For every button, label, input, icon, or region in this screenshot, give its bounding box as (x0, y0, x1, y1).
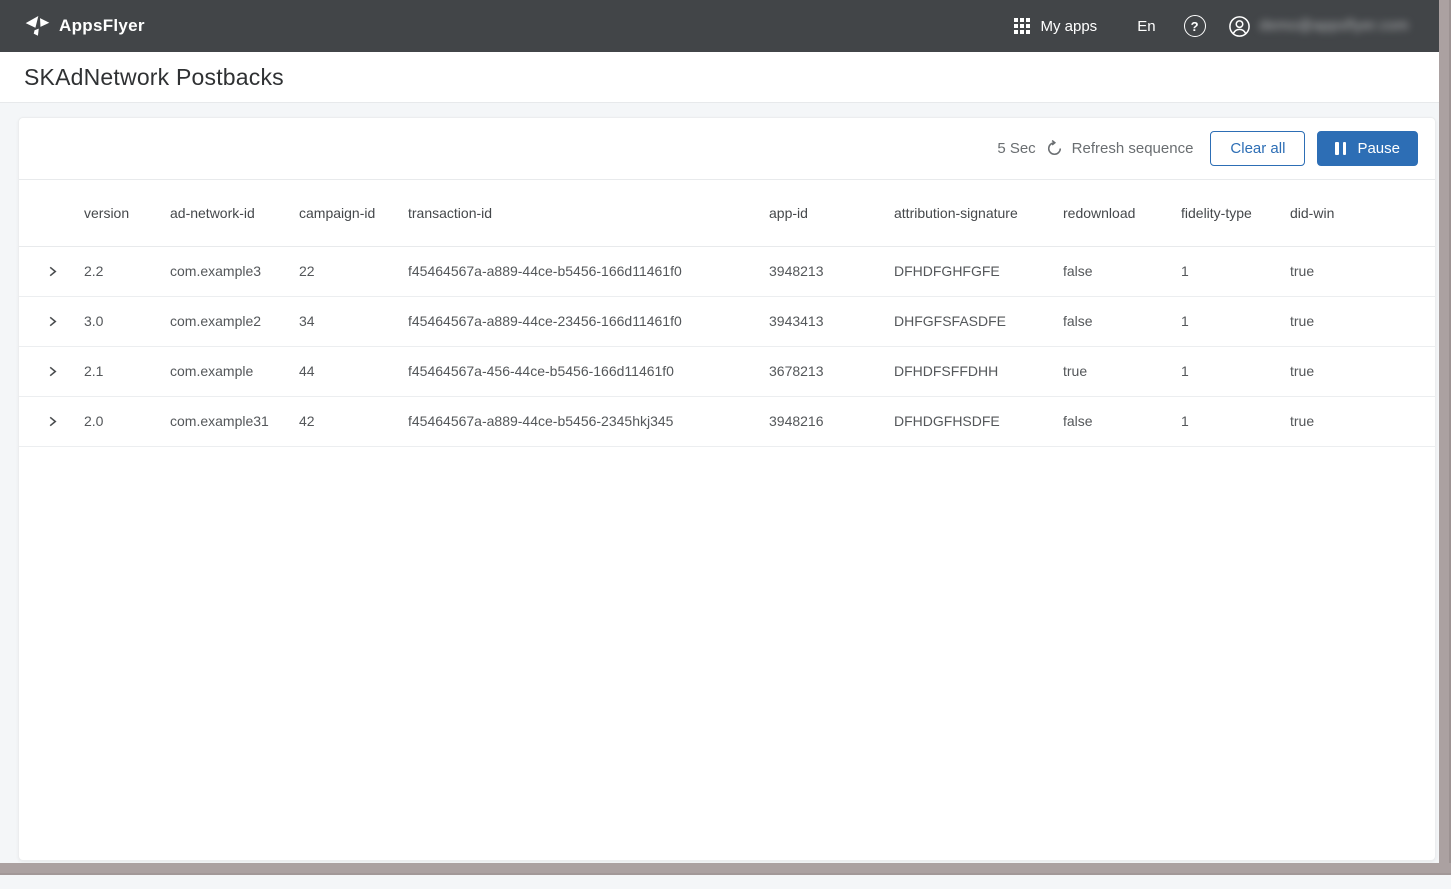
brand-name: AppsFlyer (59, 16, 145, 36)
cell-campaign-id: 22 (299, 246, 408, 296)
column-header-attribution-signature: attribution-signature (894, 180, 1063, 246)
expand-row-button[interactable] (39, 258, 65, 284)
refresh-interval-label: 5 Sec (997, 140, 1035, 157)
cell-did-win: true (1290, 396, 1435, 446)
main-content: 5 Sec Refresh sequence Clear all Pause (0, 117, 1451, 889)
cell-version: 2.2 (84, 246, 170, 296)
appsflyer-logo-icon (24, 13, 51, 40)
horizontal-scrollbar[interactable] (0, 863, 1451, 875)
apps-grid-icon (1014, 18, 1030, 34)
cell-app-id: 3943413 (769, 296, 894, 346)
cell-redownload: false (1063, 246, 1181, 296)
help-icon[interactable]: ? (1184, 15, 1206, 37)
pause-button-label: Pause (1357, 140, 1400, 157)
cell-fidelity-type: 1 (1181, 246, 1290, 296)
my-apps-menu[interactable]: My apps (1014, 18, 1097, 35)
cell-attribution-signature: DFHDFSFFDHH (894, 346, 1063, 396)
cell-attribution-signature: DHFGFSFASDFE (894, 296, 1063, 346)
cell-redownload: true (1063, 346, 1181, 396)
column-header-fidelity-type: fidelity-type (1181, 180, 1290, 246)
vertical-scrollbar[interactable] (1439, 0, 1451, 875)
cell-version: 2.0 (84, 396, 170, 446)
page-header: SKAdNetwork Postbacks (0, 52, 1451, 103)
chevron-right-icon (46, 315, 59, 328)
cell-campaign-id: 44 (299, 346, 408, 396)
cell-redownload: false (1063, 396, 1181, 446)
cell-ad-network-id: com.example3 (170, 246, 299, 296)
postbacks-toolbar: 5 Sec Refresh sequence Clear all Pause (19, 118, 1435, 180)
column-header-version: version (84, 180, 170, 246)
cell-transaction-id: f45464567a-a889-44ce-b5456-166d11461f0 (408, 246, 769, 296)
column-header-app-id: app-id (769, 180, 894, 246)
user-icon (1228, 15, 1251, 38)
expand-cell (19, 246, 84, 296)
expand-row-button[interactable] (39, 358, 65, 384)
column-header-did-win: did-win (1290, 180, 1435, 246)
column-header-campaign-id: campaign-id (299, 180, 408, 246)
cell-campaign-id: 42 (299, 396, 408, 446)
cell-transaction-id: f45464567a-a889-44ce-23456-166d11461f0 (408, 296, 769, 346)
cell-ad-network-id: com.example (170, 346, 299, 396)
cell-app-id: 3678213 (769, 346, 894, 396)
cell-app-id: 3948216 (769, 396, 894, 446)
refresh-icon (1046, 140, 1063, 157)
user-account-menu[interactable]: demo@appsflyer.com (1228, 15, 1409, 38)
cell-attribution-signature: DFHDGFHSDFE (894, 396, 1063, 446)
cell-app-id: 3948213 (769, 246, 894, 296)
page-title: SKAdNetwork Postbacks (24, 64, 284, 91)
cell-did-win: true (1290, 246, 1435, 296)
cell-fidelity-type: 1 (1181, 296, 1290, 346)
expander-column-header (19, 180, 84, 246)
cell-version: 2.1 (84, 346, 170, 396)
user-email-blurred: demo@appsflyer.com (1260, 18, 1409, 34)
refresh-sequence-label: Refresh sequence (1072, 140, 1194, 157)
expand-cell (19, 296, 84, 346)
expand-cell (19, 346, 84, 396)
pause-icon (1335, 142, 1346, 155)
my-apps-label: My apps (1040, 18, 1097, 35)
chevron-right-icon (46, 265, 59, 278)
pause-button[interactable]: Pause (1317, 131, 1418, 166)
cell-ad-network-id: com.example2 (170, 296, 299, 346)
top-navbar: AppsFlyer My apps En ? de (0, 0, 1451, 52)
cell-ad-network-id: com.example31 (170, 396, 299, 446)
cell-redownload: false (1063, 296, 1181, 346)
cell-fidelity-type: 1 (1181, 396, 1290, 446)
cell-attribution-signature: DFHDFGHFGFE (894, 246, 1063, 296)
cell-did-win: true (1290, 346, 1435, 396)
chevron-right-icon (46, 415, 59, 428)
appsflyer-logo[interactable]: AppsFlyer (24, 13, 145, 40)
column-header-transaction-id: transaction-id (408, 180, 769, 246)
cell-did-win: true (1290, 296, 1435, 346)
language-selector[interactable]: En (1137, 18, 1155, 35)
postbacks-card: 5 Sec Refresh sequence Clear all Pause (18, 117, 1436, 861)
cell-version: 3.0 (84, 296, 170, 346)
chevron-right-icon (46, 365, 59, 378)
column-header-redownload: redownload (1063, 180, 1181, 246)
cell-fidelity-type: 1 (1181, 346, 1290, 396)
cell-transaction-id: f45464567a-456-44ce-b5456-166d11461f0 (408, 346, 769, 396)
expand-row-button[interactable] (39, 308, 65, 334)
column-header-ad-network-id: ad-network-id (170, 180, 299, 246)
cell-transaction-id: f45464567a-a889-44ce-b5456-2345hkj345 (408, 396, 769, 446)
clear-all-button[interactable]: Clear all (1210, 131, 1305, 166)
expand-cell (19, 396, 84, 446)
expand-row-button[interactable] (39, 408, 65, 434)
cell-campaign-id: 34 (299, 296, 408, 346)
